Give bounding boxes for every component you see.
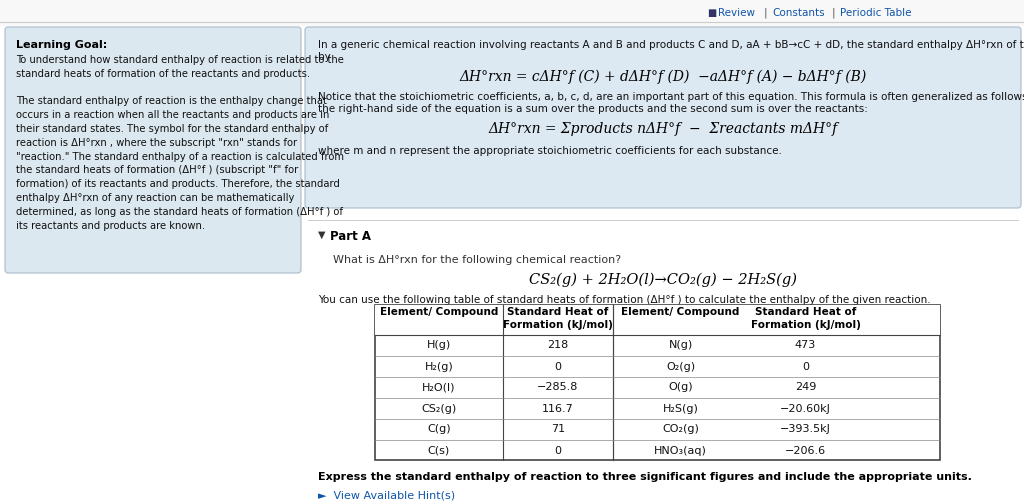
Bar [375,305,940,460]
Text: O(g): O(g) [669,382,693,392]
Text: determined, as long as the standard heats of formation (ΔH°f ) of: determined, as long as the standard heat… [16,207,343,217]
Text: standard heats of formation of the reactants and products.: standard heats of formation of the react… [16,69,310,79]
FancyBboxPatch shape [5,27,301,273]
Text: CS₂(g): CS₂(g) [421,403,457,413]
Text: ▼: ▼ [318,230,326,240]
Text: Element/ Compound: Element/ Compound [622,307,739,317]
Text: reaction is ΔH°rxn , where the subscript "rxn" stands for: reaction is ΔH°rxn , where the subscript… [16,138,297,148]
Text: ■: ■ [707,8,716,18]
Text: CO₂(g): CO₂(g) [663,425,699,435]
Text: H₂(g): H₂(g) [425,362,454,372]
Text: What is ΔH°rxn for the following chemical reaction?: What is ΔH°rxn for the following chemica… [333,255,622,265]
Text: by: by [318,52,331,62]
Text: CS₂(g) + 2H₂O(l)→CO₂(g) − 2H₂S(g): CS₂(g) + 2H₂O(l)→CO₂(g) − 2H₂S(g) [529,273,797,287]
Text: Standard Heat of
Formation (kJ/mol): Standard Heat of Formation (kJ/mol) [751,307,860,330]
Text: C(s): C(s) [428,446,451,456]
Text: |: | [764,8,768,18]
Text: In a generic chemical reaction involving reactants A and B and products C and D,: In a generic chemical reaction involving… [318,40,1024,50]
Text: Review: Review [718,8,755,18]
Text: Learning Goal:: Learning Goal: [16,40,108,50]
Text: 116.7: 116.7 [542,403,573,413]
Text: Notice that the stoichiometric coefficients, a, b, c, d, are an important part o: Notice that the stoichiometric coefficie… [318,92,1024,102]
Text: You can use the following table of standard heats of formation (ΔH°f ) to calcul: You can use the following table of stand… [318,295,931,305]
Text: The standard enthalpy of reaction is the enthalpy change that: The standard enthalpy of reaction is the… [16,97,327,107]
Text: HNO₃(aq): HNO₃(aq) [654,446,707,456]
Text: O₂(g): O₂(g) [666,362,695,372]
Text: −206.6: −206.6 [785,446,826,456]
Bar [375,305,940,335]
Text: H(g): H(g) [427,341,452,351]
Text: 71: 71 [551,425,565,435]
Text: Periodic Table: Periodic Table [840,8,911,18]
Text: "reaction." The standard enthalpy of a reaction is calculated from: "reaction." The standard enthalpy of a r… [16,151,344,161]
Text: −393.5kJ: −393.5kJ [780,425,830,435]
Text: Standard Heat of
Formation (kJ/mol): Standard Heat of Formation (kJ/mol) [503,307,613,330]
Bar [0,0,1024,25]
Text: their standard states. The symbol for the standard enthalpy of: their standard states. The symbol for th… [16,124,329,134]
Text: |: | [831,8,836,18]
Text: the standard heats of formation (ΔH°f ) (subscript "f" for: the standard heats of formation (ΔH°f ) … [16,165,298,176]
Text: H₂O(l): H₂O(l) [422,382,456,392]
Text: enthalpy ΔH°rxn of any reaction can be mathematically: enthalpy ΔH°rxn of any reaction can be m… [16,193,294,203]
Text: H₂S(g): H₂S(g) [663,403,698,413]
Text: Express the standard enthalpy of reaction to three significant figures and inclu: Express the standard enthalpy of reactio… [318,472,972,482]
Text: 249: 249 [795,382,816,392]
Text: occurs in a reaction when all the reactants and products are in: occurs in a reaction when all the reacta… [16,110,330,120]
Text: 0: 0 [555,362,561,372]
Text: Part A: Part A [330,230,371,243]
Text: −285.8: −285.8 [538,382,579,392]
Text: 0: 0 [802,362,809,372]
Text: ΔH°rxn = Σproducts nΔH°f  −  Σreactants mΔH°f: ΔH°rxn = Σproducts nΔH°f − Σreactants mΔ… [488,122,838,136]
Text: Element/ Compound: Element/ Compound [380,307,499,317]
Text: the right-hand side of the equation is a sum over the products and the second su: the right-hand side of the equation is a… [318,104,868,114]
Text: To understand how standard enthalpy of reaction is related to the: To understand how standard enthalpy of r… [16,55,344,65]
Text: ΔH°rxn = cΔH°f (C) + dΔH°f (D)  −aΔH°f (A) − bΔH°f (B): ΔH°rxn = cΔH°f (C) + dΔH°f (D) −aΔH°f (A… [460,70,866,85]
Text: formation) of its reactants and products. Therefore, the standard: formation) of its reactants and products… [16,179,340,189]
Text: 473: 473 [795,341,816,351]
Text: 218: 218 [548,341,568,351]
Text: its reactants and products are known.: its reactants and products are known. [16,221,205,230]
Text: C(g): C(g) [427,425,451,435]
Text: 0: 0 [555,446,561,456]
Text: where m and n represent the appropriate stoichiometric coefficients for each sub: where m and n represent the appropriate … [318,146,782,156]
FancyBboxPatch shape [305,27,1021,208]
Text: Constants: Constants [772,8,824,18]
Text: −20.60kJ: −20.60kJ [780,403,830,413]
Text: N(g): N(g) [669,341,692,351]
Text: ►  View Available Hint(s): ► View Available Hint(s) [318,490,455,500]
